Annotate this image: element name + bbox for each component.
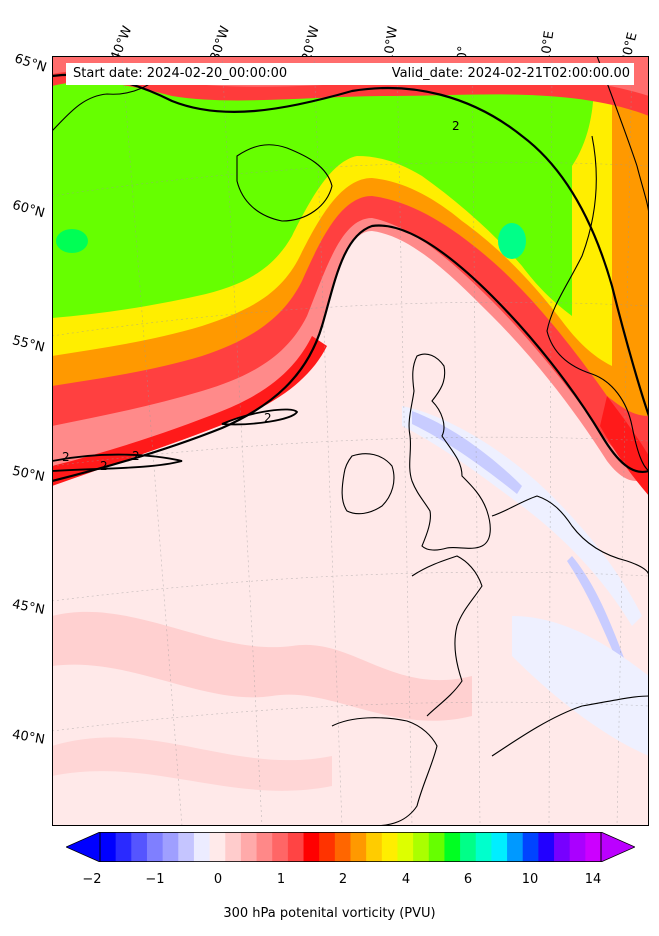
pv-pale-band-2 <box>52 737 332 791</box>
colorbar-tick: −2 <box>82 872 102 887</box>
colorbar-cell <box>507 832 524 862</box>
pv-2-contour-loop-2 <box>52 453 183 472</box>
colorbar-cell <box>413 832 430 862</box>
colorbar-cell <box>287 832 305 862</box>
coast-ireland <box>341 453 395 515</box>
colorbar-cell <box>115 832 132 862</box>
colorbar-cell <box>303 832 320 862</box>
colorbar-under-arrow <box>66 832 101 862</box>
colorbar-tick: 0 <box>213 872 223 887</box>
pv-2-contour <box>52 224 649 483</box>
colorbar-tick: 4 <box>401 872 411 887</box>
colorbar-cell <box>334 832 351 862</box>
colorbar-cell <box>100 832 117 862</box>
coast-norway <box>546 135 649 472</box>
valid-date: Valid_date: 2024-02-21T02:00:00.00 <box>391 66 630 81</box>
colorbar-tick: 14 <box>584 872 602 887</box>
lat-label-55n: 55°N <box>10 333 47 356</box>
pv-2-contour-top <box>52 73 649 417</box>
lat-label-40n: 40°N <box>10 727 46 748</box>
colorbar-label: 300 hPa potenital vorticity (PVU) <box>223 906 436 921</box>
pv-low-patch <box>402 406 642 626</box>
pv-green-bright <box>56 229 88 253</box>
colorbar-cell <box>209 832 226 862</box>
colorbar-cell <box>585 832 602 862</box>
colorbar-cell <box>460 832 477 862</box>
colorbar-tick: 6 <box>463 872 473 887</box>
colorbar-cell <box>240 832 258 862</box>
colorbar-cell <box>569 832 586 862</box>
lat-label-50n: 50°N <box>10 463 46 486</box>
colorbar-cell <box>256 832 273 862</box>
coast-great-britain <box>408 353 491 551</box>
colorbar-tick: 2 <box>338 872 348 887</box>
colorbar-cell <box>491 832 508 862</box>
colorbar-cell <box>554 832 571 862</box>
contour-label-2: 2 <box>264 411 272 425</box>
pv-low-patch-2 <box>512 616 649 756</box>
colorbar-cell <box>475 832 492 862</box>
start-date: Start date: 2024-02-20_00:00:00 <box>73 66 288 81</box>
colorbar-cell <box>319 832 336 862</box>
colorbar <box>66 832 635 862</box>
coast-mediterranean <box>491 695 649 757</box>
colorbar-cell <box>162 832 179 862</box>
pv-green <box>52 56 594 318</box>
colorbar-cell <box>225 832 242 862</box>
colorbar-cell <box>131 832 148 862</box>
coast-europe <box>491 495 649 577</box>
coastlines <box>52 56 649 826</box>
colorbar-cell <box>366 832 383 862</box>
contour-label: 2 <box>452 119 460 133</box>
lat-label-65n: 65°N <box>12 51 49 76</box>
pv-negative-streak-2 <box>567 556 627 668</box>
contour-label-3: 2 <box>62 450 70 464</box>
colorbar-cell <box>444 832 461 862</box>
coast-france <box>411 555 483 717</box>
contour-label-5: 2 <box>132 449 140 463</box>
pv-pale-band <box>52 611 472 721</box>
colorbar-tick: −1 <box>145 872 165 887</box>
colorbar-cell <box>178 832 195 862</box>
date-info-box: Start date: 2024-02-20_00:00:00 Valid_da… <box>66 63 634 85</box>
coast-iberia <box>331 717 438 826</box>
lat-label-60n: 60°N <box>10 197 47 222</box>
coast-sweden <box>596 56 649 217</box>
pv-red-band-sw <box>52 336 327 486</box>
colorbar-cells <box>100 832 602 862</box>
colorbar-cell <box>350 832 367 862</box>
graticule <box>52 56 649 826</box>
colorbar-cell <box>193 832 211 862</box>
contour-label-4: 2 <box>100 459 108 473</box>
lat-label-45n: 45°N <box>10 597 46 618</box>
colorbar-cell <box>397 832 414 862</box>
pv-negative-streak <box>412 411 522 494</box>
colorbar-cell <box>146 832 164 862</box>
colorbar-cell <box>428 832 445 862</box>
colorbar-cell <box>522 832 539 862</box>
colorbar-over-arrow <box>600 832 635 862</box>
colorbar-cell <box>381 832 398 862</box>
pv-green-bright-2 <box>498 223 526 259</box>
colorbar-cell <box>272 832 289 862</box>
potential-vorticity-map: 2 2 2 2 2 <box>52 56 649 826</box>
colorbar-cell <box>538 832 555 862</box>
coast-iceland <box>236 144 333 222</box>
colorbar-tick: 1 <box>276 872 286 887</box>
pv-2-contour-loop <box>221 408 299 426</box>
colorbar-tick: 10 <box>521 872 539 887</box>
